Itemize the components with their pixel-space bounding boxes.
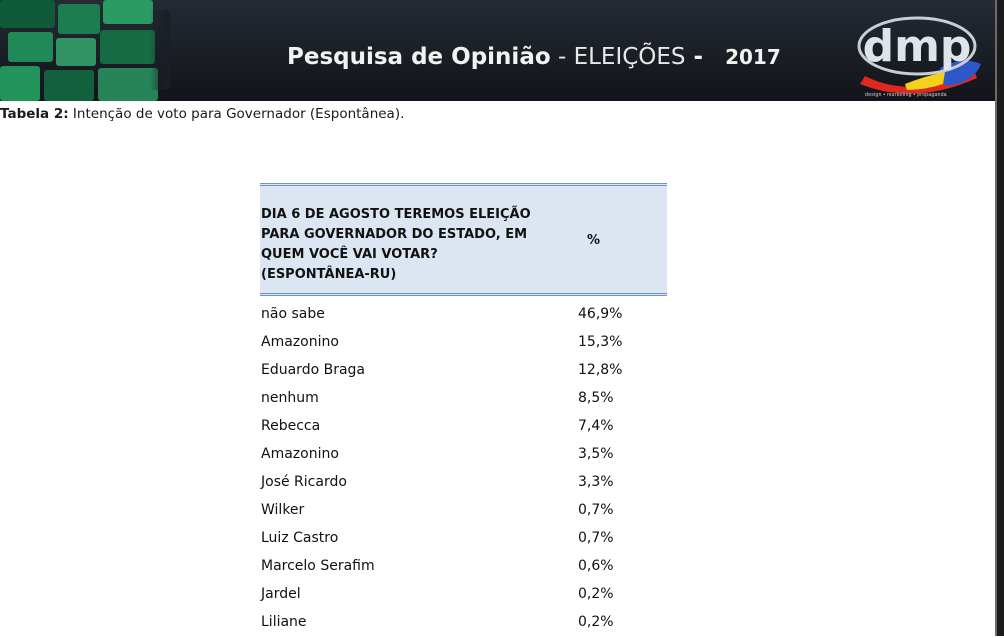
row-value: 0,2% (578, 586, 614, 602)
table-row: Wilker 0,7% (261, 498, 661, 526)
row-name: Rebecca (261, 418, 321, 434)
row-value: 7,4% (578, 418, 614, 434)
table-row: Rebecca 7,4% (261, 414, 661, 442)
table-row: não sabe 46,9% (261, 302, 661, 330)
row-value: 0,7% (578, 530, 614, 546)
table-row: Jardel 0,2% (261, 582, 661, 610)
title-bold: Pesquisa de Opinião (287, 44, 551, 70)
row-name: Eduardo Braga (261, 362, 366, 378)
header-banner: Pesquisa de Opinião - ELEIÇÕES - 2017 dm… (0, 0, 995, 101)
row-value: 15,3% (578, 334, 623, 350)
row-name: Liliane (261, 614, 307, 630)
row-value: 3,5% (578, 446, 614, 462)
header-title: Pesquisa de Opinião - ELEIÇÕES - 2017 (287, 44, 781, 70)
row-value: 12,8% (578, 362, 623, 378)
dmp-logo: dmp (857, 16, 981, 94)
title-dash: - (685, 44, 712, 70)
title-light: ELEIÇÕES (573, 44, 686, 70)
row-name: nenhum (261, 390, 319, 406)
row-name: Amazonino (261, 446, 339, 462)
table-row: Marcelo Serafim 0,6% (261, 554, 661, 582)
row-name: não sabe (261, 306, 325, 322)
table-row: Luiz Castro 0,7% (261, 526, 661, 554)
logo-text: dmp (863, 21, 972, 72)
title-year: 2017 (725, 45, 781, 69)
table-row: José Ricardo 3,3% (261, 470, 661, 498)
table-caption: Tabela 2: Intenção de voto para Governad… (0, 106, 404, 122)
table-row: nenhum 8,5% (261, 386, 661, 414)
right-edge-bar (995, 0, 1004, 636)
row-name: Marcelo Serafim (261, 558, 375, 574)
row-name: Luiz Castro (261, 530, 339, 546)
table-question: DIA 6 DE AGOSTO TEREMOS ELEIÇÃO PARA GOV… (261, 207, 531, 282)
row-name: Amazonino (261, 334, 339, 350)
row-value: 8,5% (578, 390, 614, 406)
table-header: DIA 6 DE AGOSTO TEREMOS ELEIÇÃO PARA GOV… (260, 183, 667, 296)
row-value: 0,7% (578, 502, 614, 518)
table-body: não sabe 46,9% Amazonino 15,3% Eduardo Bra… (261, 302, 661, 638)
caption-label: Tabela 2: (0, 106, 69, 122)
header-mosaic (0, 0, 170, 101)
row-value: 3,3% (578, 474, 614, 490)
title-separator: - (550, 44, 574, 70)
row-name: Jardel (261, 586, 301, 602)
table-row: Eduardo Braga 12,8% (261, 358, 661, 386)
row-value: 0,6% (578, 558, 614, 574)
table-row: Amazonino 15,3% (261, 330, 661, 358)
row-name: Wilker (261, 502, 305, 518)
right-edge-line (995, 0, 997, 636)
row-value: 46,9% (578, 306, 623, 322)
logo-tagline: design • marketing • propaganda (865, 92, 947, 98)
percent-column-header: % (587, 233, 601, 248)
table-row: Amazonino 3,5% (261, 442, 661, 470)
caption-text: Intenção de voto para Governador (Espont… (68, 106, 405, 122)
table-row: Liliane 0,2% (261, 610, 661, 638)
row-value: 0,2% (578, 614, 614, 630)
row-name: José Ricardo (261, 474, 347, 490)
